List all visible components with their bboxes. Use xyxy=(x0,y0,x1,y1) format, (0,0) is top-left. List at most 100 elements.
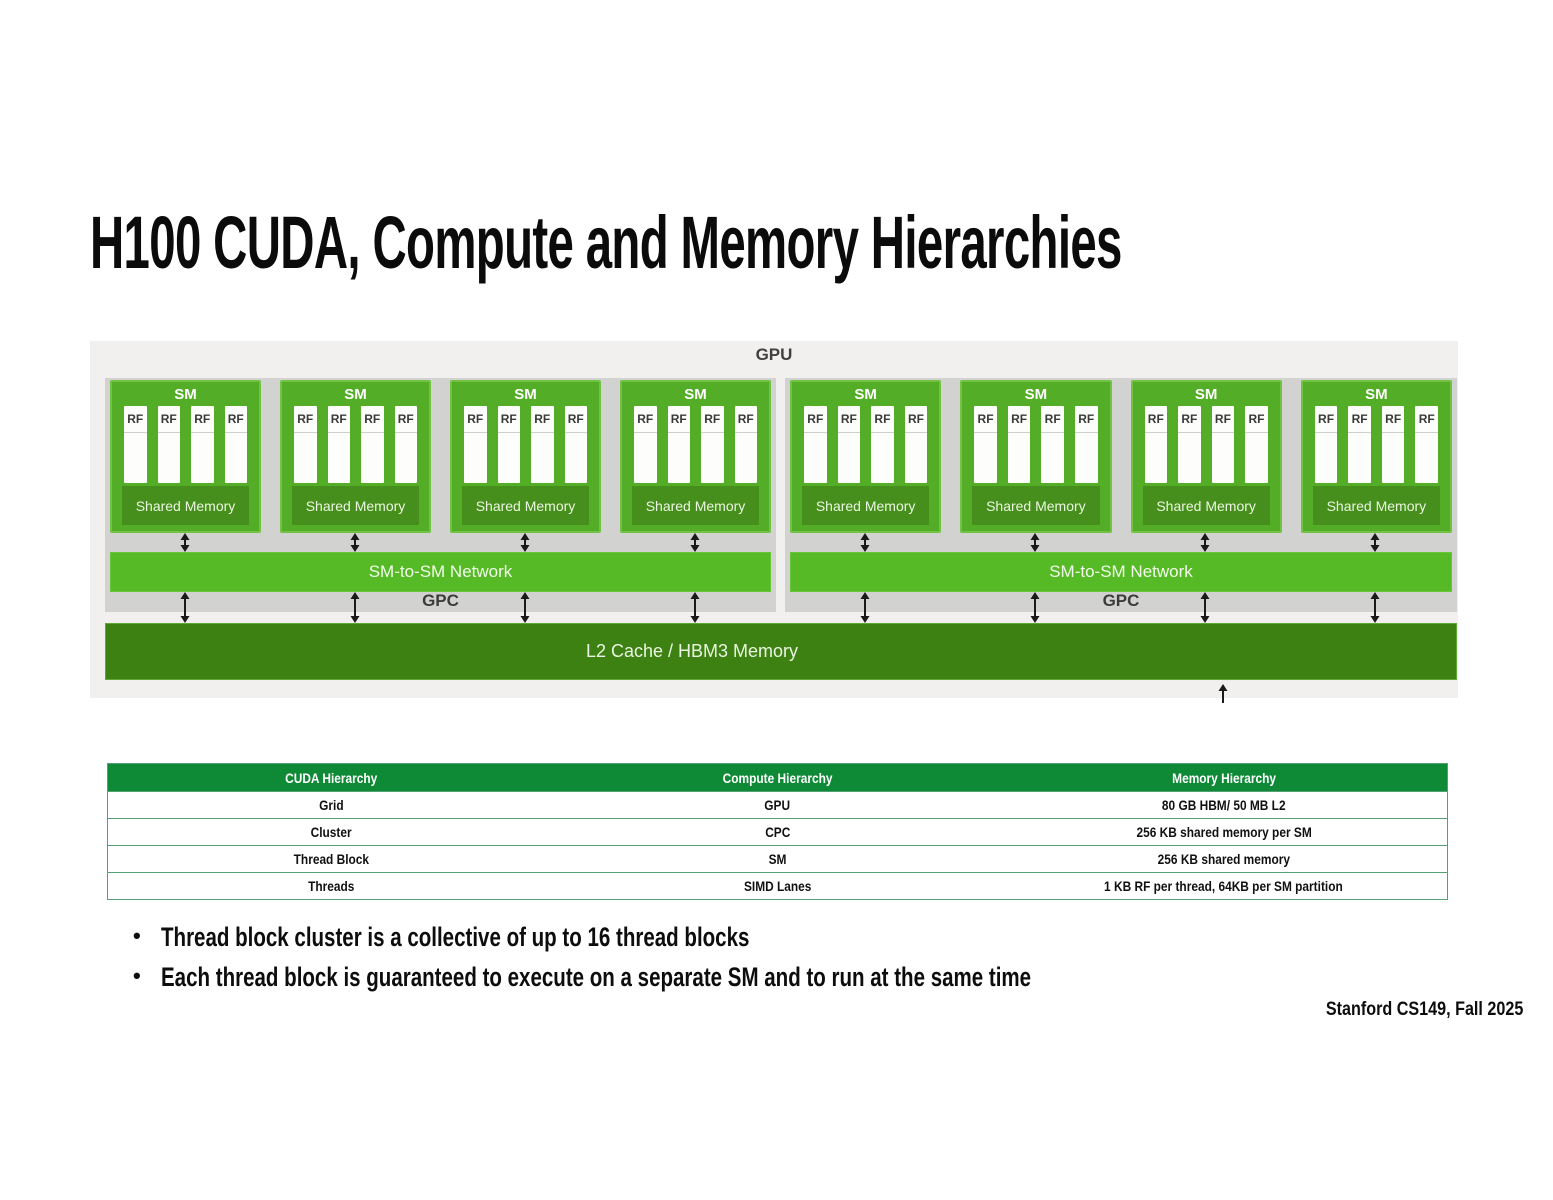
rf-column: RF xyxy=(871,406,894,483)
footer-credit: Stanford CS149, Fall 2025 xyxy=(1291,999,1523,1021)
rf-body xyxy=(871,433,894,483)
sm-label: SM xyxy=(1024,386,1048,403)
rf-label: RF xyxy=(1074,406,1098,433)
rf-body xyxy=(1212,433,1235,483)
rf-column: RF xyxy=(497,406,520,483)
rf-body xyxy=(735,433,758,483)
shared-memory-bar: Shared Memory xyxy=(1312,486,1440,525)
table-row: Thread Block SM 256 KB shared memory xyxy=(107,845,1448,873)
l2-cache-label: L2 Cache / HBM3 Memory xyxy=(585,641,799,661)
bidirectional-arrow-icon xyxy=(350,533,361,552)
table-cell-text: SIMD Lanes xyxy=(743,878,812,894)
table-row: Cluster CPC 256 KB shared memory per SM xyxy=(107,818,1448,846)
sm-to-sm-network-bar: SM-to-SM Network xyxy=(110,552,771,592)
table-cell-text: CPC xyxy=(764,824,791,840)
shared-memory-bar: Shared Memory xyxy=(1142,486,1270,525)
rf-body xyxy=(1382,433,1405,483)
bidirectional-arrow-icon xyxy=(1030,592,1041,623)
shared-memory-bar: Shared Memory xyxy=(802,486,930,525)
bidirectional-arrow-icon xyxy=(180,533,191,552)
rf-label: RF xyxy=(497,406,520,433)
rf-column: RF xyxy=(191,406,214,483)
bidirectional-arrow-icon xyxy=(520,533,531,552)
bidirectional-arrow-icon xyxy=(180,592,191,623)
gpu-diagram: GPU L2 Cache / HBM3 Memory SM RF RF RF RF Sha… xyxy=(90,341,1458,703)
rf-body xyxy=(1145,433,1168,483)
rf-body xyxy=(1415,433,1438,483)
rf-column: RF xyxy=(531,406,554,483)
bidirectional-arrow-icon xyxy=(1370,592,1381,623)
rf-column: RF xyxy=(464,406,487,483)
sm-label: SM xyxy=(854,386,877,403)
footer-credit-text: Stanford CS149, Fall 2025 xyxy=(1325,999,1523,1020)
rf-column: RF xyxy=(157,406,181,483)
gpc-label: GPC xyxy=(1102,591,1140,610)
rf-body xyxy=(124,433,147,483)
bidirectional-arrow-icon xyxy=(1370,533,1381,552)
rf-column: RF xyxy=(1211,406,1235,483)
rf-body xyxy=(395,433,418,483)
rf-label: RF xyxy=(464,406,487,433)
rf-column: RF xyxy=(634,406,657,483)
table-header-text: Compute Hierarchy xyxy=(722,769,833,786)
table-cell-text: GPU xyxy=(764,797,791,813)
bidirectional-arrow-icon xyxy=(860,533,871,552)
rf-column: RF xyxy=(804,406,827,483)
rf-body xyxy=(1041,433,1064,483)
bullet-text: Thread block cluster is a collective of … xyxy=(160,921,750,952)
rf-body xyxy=(158,433,181,483)
table-cell-text: SM xyxy=(768,851,787,867)
rf-body xyxy=(191,433,214,483)
bidirectional-arrow-icon xyxy=(690,533,701,552)
table-header-cell: Memory Hierarchy xyxy=(1000,763,1448,792)
page-title-text: H100 CUDA, Compute and Memory Hierarchie… xyxy=(90,201,1122,284)
rf-column: RF xyxy=(124,406,147,483)
table-cell-text: Threads xyxy=(307,878,355,894)
rf-column: RF xyxy=(1314,406,1338,483)
rf-label: RF xyxy=(564,406,587,433)
rf-label: RF xyxy=(667,406,690,433)
table-cell-text: 80 GB HBM/ 50 MB L2 xyxy=(1162,797,1286,813)
rf-label: RF xyxy=(294,406,317,433)
table-cell: 80 GB HBM/ 50 MB L2 xyxy=(1000,791,1448,819)
gpc-label: GPC xyxy=(422,591,459,610)
rf-label: RF xyxy=(734,406,757,433)
gpu-label: GPU xyxy=(755,345,793,364)
table-cell: 256 KB shared memory xyxy=(1000,845,1448,873)
rf-body xyxy=(1075,433,1098,483)
rf-row: RF RF RF RF xyxy=(792,406,939,483)
sm-label: SM xyxy=(1365,386,1388,403)
sm-row: SM RF RF RF RF Shared Memory SM RF RF RF RF Shared … xyxy=(110,380,771,533)
rf-column: RF xyxy=(1178,406,1201,483)
table-header-cell: CUDA Hierarchy xyxy=(107,763,555,792)
shared-memory-bar: Shared Memory xyxy=(632,486,759,525)
table-header-text: CUDA Hierarchy xyxy=(285,769,378,786)
bullet-dot-icon: • xyxy=(133,923,141,948)
rf-body xyxy=(804,433,827,483)
bidirectional-arrow-icon xyxy=(1200,592,1211,623)
shared-memory-bar: Shared Memory xyxy=(972,486,1100,525)
table-cell: 256 KB shared memory per SM xyxy=(1000,818,1448,846)
l2-cache-bar: L2 Cache / HBM3 Memory xyxy=(105,623,1457,680)
sm-label: SM xyxy=(514,386,537,403)
rf-row: RF RF RF RF xyxy=(1303,406,1450,483)
rf-row: RF RF RF RF xyxy=(112,406,259,483)
rf-body xyxy=(464,433,487,483)
rf-label: RF xyxy=(1415,406,1438,433)
table-cell-text: 256 KB shared memory per SM xyxy=(1136,824,1312,840)
rf-body xyxy=(701,433,724,483)
bullet-list: • Thread block cluster is a collective of… xyxy=(133,922,1306,1002)
rf-row: RF RF RF RF xyxy=(962,406,1109,483)
bidirectional-arrow-icon xyxy=(1030,533,1041,552)
sm-block: SM RF RF RF RF Shared Memory xyxy=(960,380,1112,533)
rf-column: RF xyxy=(1041,406,1064,483)
sm-label: SM xyxy=(174,386,197,403)
page-title: H100 CUDA, Compute and Memory Hierarchie… xyxy=(90,200,1553,285)
bullet-item: • Each thread block is guaranteed to exec… xyxy=(133,962,1306,992)
sm-label: SM xyxy=(1194,386,1218,403)
rf-label: RF xyxy=(1041,406,1064,433)
rf-body xyxy=(361,433,384,483)
bullet-text: Each thread block is guaranteed to execu… xyxy=(160,961,1031,992)
rf-body xyxy=(1008,433,1031,483)
hierarchy-table-body: Grid GPU 80 GB HBM/ 50 MB L2 Cluster CPC 256 … xyxy=(107,791,1448,900)
